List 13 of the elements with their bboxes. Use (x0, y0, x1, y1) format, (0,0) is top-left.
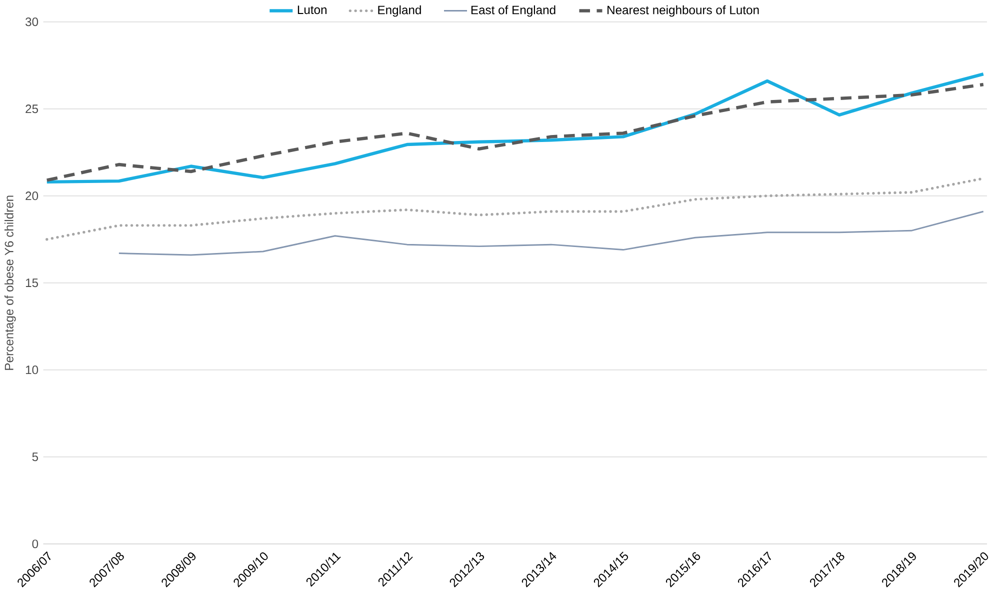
y-tick-label: 20 (26, 191, 38, 200)
y-tick-label: 15 (26, 278, 38, 287)
line-series (118, 210, 984, 256)
legend-label: Luton (298, 5, 326, 14)
legend-label: England (378, 5, 421, 17)
y-tick-label: 5 (32, 452, 38, 461)
y-axis-title: Percentage of obese Y6 children (4, 196, 16, 370)
legend-label: East of England (471, 5, 556, 17)
y-tick-label: 10 (26, 365, 38, 374)
y-tick-label: 30 (26, 17, 38, 26)
y-tick-label: 0 (32, 539, 38, 548)
y-tick-label: 25 (26, 104, 38, 114)
legend-label: Nearest neighbours of Luton (608, 5, 759, 17)
